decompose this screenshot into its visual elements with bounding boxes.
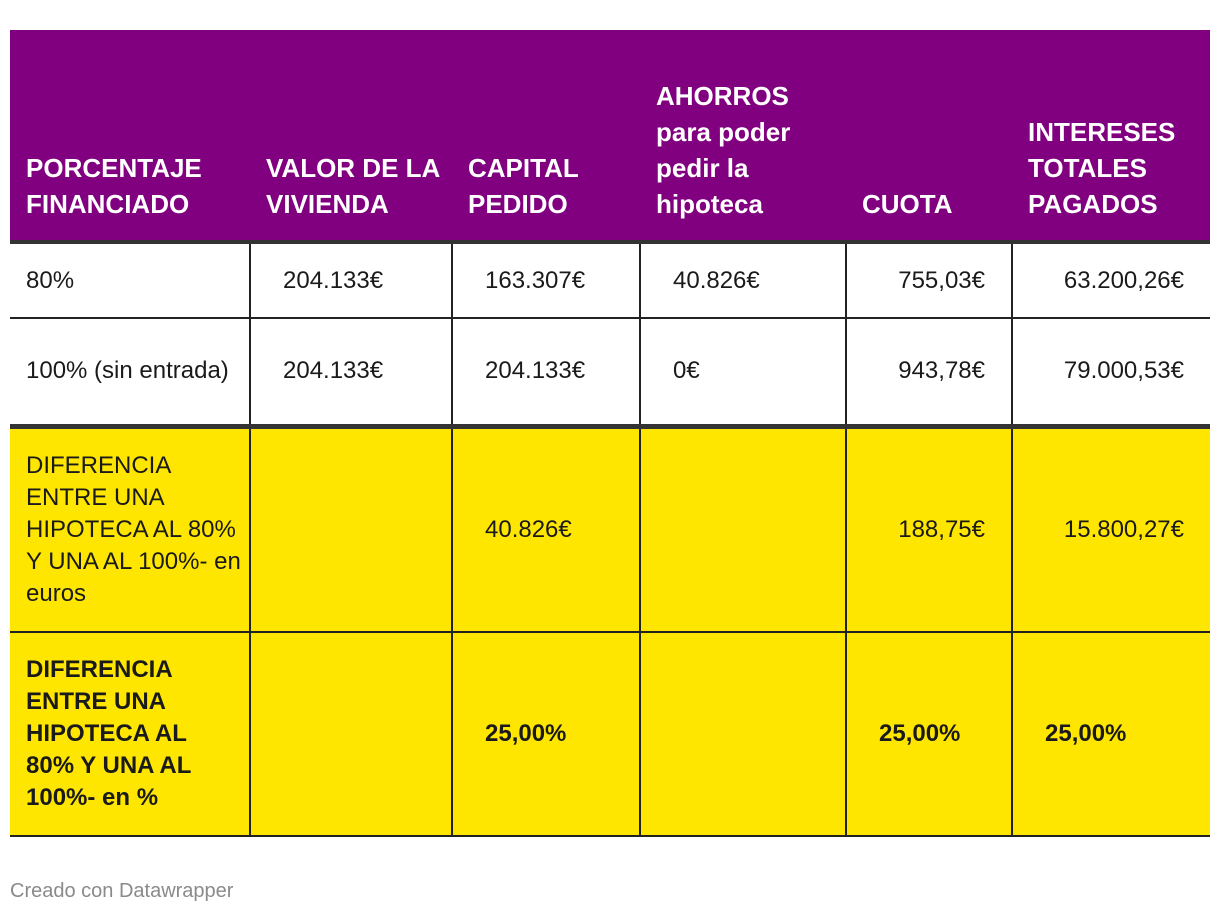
header-ahorros: AHORROS para poder pedir la hipoteca xyxy=(640,30,846,244)
table-cell xyxy=(639,632,846,837)
table-cell: 0€ xyxy=(639,318,846,427)
table-row: DIFERENCIA ENTRE UNA HIPOTECA AL 80% Y U… xyxy=(10,423,1210,633)
table-cell: 25,00% xyxy=(1011,632,1210,837)
table-cell xyxy=(249,632,452,837)
datawrapper-credit[interactable]: Creado con Datawrapper xyxy=(10,880,234,902)
header-valor-vivienda: VALOR DE LA VIVIENDA xyxy=(250,30,452,244)
header-porcentaje-financiado: PORCENTAJE FINANCIADO xyxy=(10,30,250,244)
row-label-diferencia-pct: DIFERENCIA ENTRE UNA HIPOTECA AL 80% Y U… xyxy=(10,632,250,837)
header-cuota: CUOTA xyxy=(846,30,1012,244)
table-cell: 204.133€ xyxy=(451,318,640,427)
table-cell xyxy=(249,423,452,633)
table-row: 100% (sin entrada) 204.133€ 204.133€ 0€ … xyxy=(10,318,1210,427)
table-cell: 40.826€ xyxy=(639,242,846,319)
table-cell: 15.800,27€ xyxy=(1011,423,1210,633)
table-cell: 25,00% xyxy=(451,632,640,837)
header-row: PORCENTAJE FINANCIADO VALOR DE LA VIVIEN… xyxy=(10,30,1210,244)
table-cell xyxy=(639,423,846,633)
table-cell: 25,00% xyxy=(845,632,1012,837)
data-table: PORCENTAJE FINANCIADO VALOR DE LA VIVIEN… xyxy=(10,30,1210,837)
row-label-80: 80% xyxy=(10,242,250,319)
table-cell: 40.826€ xyxy=(451,423,640,633)
row-label-100: 100% (sin entrada) xyxy=(10,318,250,427)
header-capital-pedido: CAPITAL PEDIDO xyxy=(452,30,640,244)
table-cell: 163.307€ xyxy=(451,242,640,319)
table-cell: 204.133€ xyxy=(249,242,452,319)
table-cell: 63.200,26€ xyxy=(1011,242,1210,319)
table-row: DIFERENCIA ENTRE UNA HIPOTECA AL 80% Y U… xyxy=(10,632,1210,837)
table-cell: 204.133€ xyxy=(249,318,452,427)
header-intereses-totales: INTERESES TOTALES PAGADOS xyxy=(1012,30,1210,244)
row-label-diferencia-euros: DIFERENCIA ENTRE UNA HIPOTECA AL 80% Y U… xyxy=(10,423,250,633)
table-cell: 755,03€ xyxy=(845,242,1012,319)
table-cell: 79.000,53€ xyxy=(1011,318,1210,427)
table-row: 80% 204.133€ 163.307€ 40.826€ 755,03€ 63… xyxy=(10,242,1210,319)
table-cell: 943,78€ xyxy=(845,318,1012,427)
table-cell: 188,75€ xyxy=(845,423,1012,633)
